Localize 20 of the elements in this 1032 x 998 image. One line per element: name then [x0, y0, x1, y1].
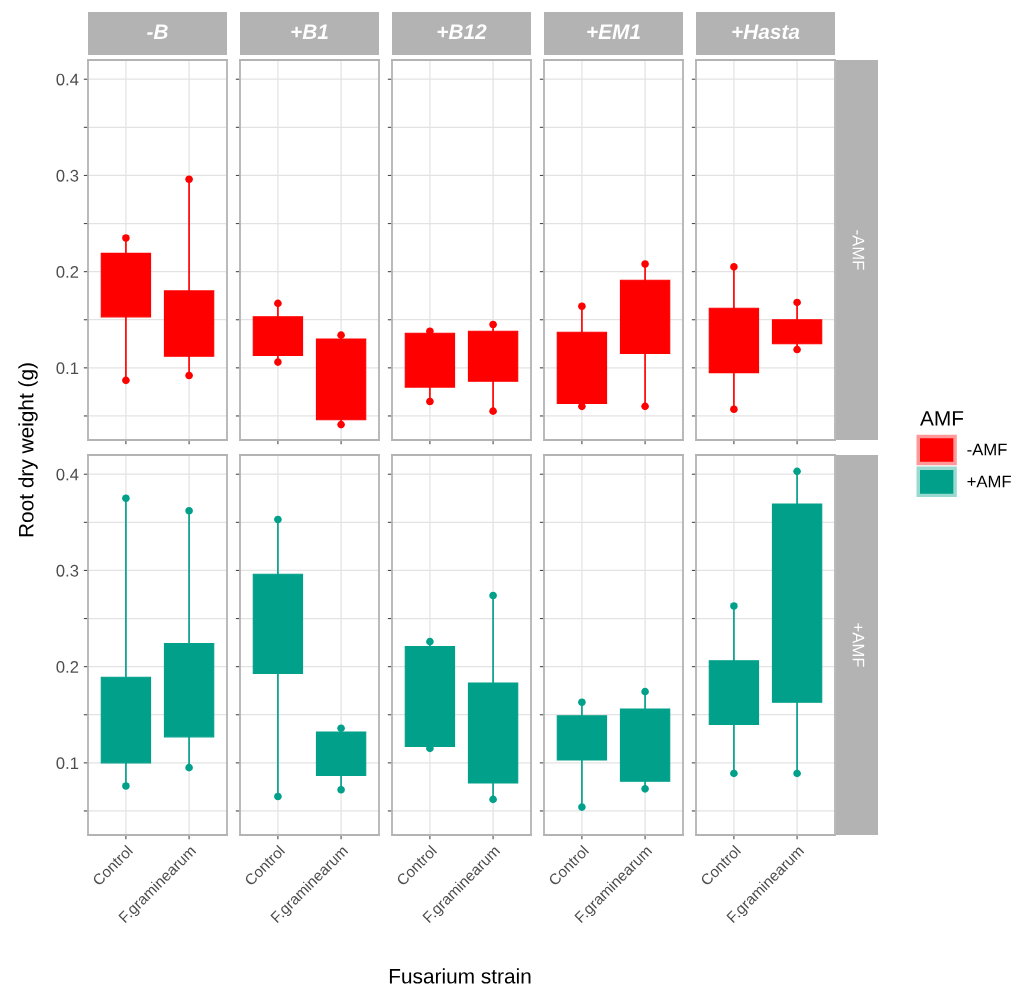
- y-tick-label: 0.3: [56, 564, 79, 577]
- text: +AMF: [852, 623, 865, 667]
- x-axis-title: Fusarium strain: [389, 968, 531, 984]
- y-tick-label: 0.4: [56, 73, 79, 86]
- text: -AMF: [852, 230, 865, 270]
- y-tick-label: 0.2: [56, 661, 79, 673]
- chart-title: +B1: [291, 24, 328, 39]
- y-axis-title: Root dry weight (g): [18, 363, 38, 537]
- chart-title: -B: [147, 24, 168, 39]
- y-tick-label: 0.3: [56, 169, 79, 182]
- y-tick-label: 0.1: [56, 757, 79, 770]
- chart-title: +B12: [437, 24, 487, 39]
- legend-label: -AMF: [967, 443, 1007, 456]
- y-tick-label: 0.1: [56, 362, 79, 375]
- chart-title: +Hasta: [732, 24, 800, 40]
- y-tick-label: 0.2: [56, 266, 79, 278]
- y-tick-label: 0.4: [56, 468, 79, 481]
- legend-title: AMF: [920, 411, 964, 426]
- chart-title: +EM1: [587, 24, 640, 39]
- legend-label: +AMF: [967, 475, 1011, 488]
